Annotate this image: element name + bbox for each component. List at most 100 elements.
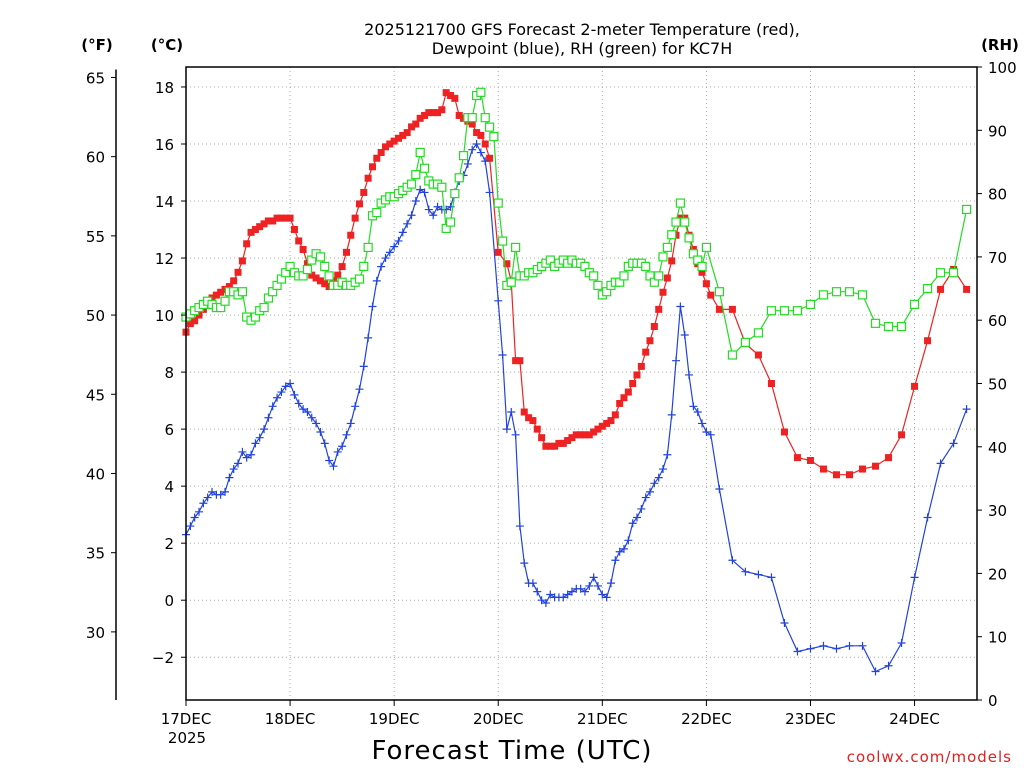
dewpoint-point xyxy=(936,459,945,468)
dewpoint-point xyxy=(199,499,208,508)
dewpoint-point xyxy=(424,205,433,214)
temperature-point xyxy=(421,111,429,119)
relative-humidity-series xyxy=(181,87,972,360)
temperature-point xyxy=(334,271,342,279)
temperature-point xyxy=(251,226,259,234)
temperature-point xyxy=(225,283,233,291)
dewpoint-point xyxy=(476,148,485,157)
relative-humidity-point xyxy=(458,151,469,161)
dewpoint-point xyxy=(463,159,472,168)
relative-humidity-point xyxy=(844,287,855,297)
temperature-point xyxy=(715,305,723,313)
dewpoint-point xyxy=(294,399,303,408)
temperature-point xyxy=(364,174,372,182)
rh-tick-label: 90 xyxy=(988,122,1007,140)
dewpoint-point xyxy=(329,462,338,471)
dewpoint-point xyxy=(619,544,628,553)
temperature-point xyxy=(473,129,481,137)
temperature-point xyxy=(555,439,563,447)
temperature-point xyxy=(924,337,932,345)
dewpoint-point xyxy=(481,157,490,166)
dewpoint-point xyxy=(515,522,524,531)
dewpoint-point xyxy=(576,584,585,593)
celsius-tick-label: 4 xyxy=(164,478,174,496)
dewpoint-point xyxy=(264,413,273,422)
dewpoint-point xyxy=(416,185,425,194)
relative-humidity-point xyxy=(450,189,460,199)
temperature-point xyxy=(256,223,264,231)
dewpoint-point xyxy=(338,442,347,451)
dewpoint-point xyxy=(277,388,286,397)
temperature-point xyxy=(212,291,220,299)
dewpoint-point xyxy=(394,236,403,245)
dewpoint-point xyxy=(507,408,516,417)
temperature-point xyxy=(585,431,593,439)
temperature-point xyxy=(234,268,242,276)
temperature-point xyxy=(937,285,945,293)
temperature-point xyxy=(269,217,277,225)
dewpoint-point xyxy=(624,536,633,545)
temperature-point xyxy=(819,465,827,473)
temperature-point xyxy=(767,380,775,387)
fahrenheit-tick-label: 30 xyxy=(86,624,105,642)
temperature-point xyxy=(316,277,324,285)
dewpoint-series xyxy=(182,139,971,676)
celsius-tick-label: 18 xyxy=(155,79,174,97)
dewpoint-point xyxy=(884,661,893,670)
dewpoint-point xyxy=(650,479,659,488)
dewpoint-point xyxy=(346,419,355,428)
x-year-label: 2025 xyxy=(168,729,206,747)
temperature-point xyxy=(525,414,533,422)
rh-tick-label: 10 xyxy=(988,629,1007,647)
dewpoint-point xyxy=(559,593,568,602)
dewpoint-point xyxy=(333,447,342,456)
x-tick-label: 22DEC xyxy=(681,710,732,728)
temperature-point xyxy=(698,268,706,276)
celsius-tick-label: 2 xyxy=(164,535,174,553)
x-tick-label: 19DEC xyxy=(369,710,420,728)
dewpoint-point xyxy=(645,487,654,496)
dewpoint-point xyxy=(663,450,672,459)
relative-humidity-point xyxy=(727,350,738,360)
celsius-tick-label: 6 xyxy=(164,421,174,439)
relative-humidity-point xyxy=(654,271,664,281)
dewpoint-point xyxy=(533,587,542,596)
temperature-point xyxy=(663,274,671,282)
dewpoint-point xyxy=(485,188,494,197)
temperature-point xyxy=(321,280,329,288)
dewpoint-point xyxy=(793,647,802,656)
relative-humidity-point xyxy=(641,261,651,271)
fahrenheit-tick-label: 35 xyxy=(86,545,105,563)
dewpoint-point xyxy=(325,456,334,465)
dewpoint-point xyxy=(494,296,503,305)
temperature-point xyxy=(885,454,893,462)
relative-humidity-point xyxy=(619,271,629,281)
x-tick-label: 24DEC xyxy=(889,710,940,728)
dewpoint-point xyxy=(702,427,711,436)
dewpoint-point xyxy=(949,439,958,448)
dewpoint-point xyxy=(537,596,546,605)
temperature-point xyxy=(425,109,433,117)
temperature-point xyxy=(429,109,437,117)
celsius-tick-label: 0 xyxy=(164,592,174,610)
relative-humidity-point xyxy=(484,122,495,132)
temperature-point xyxy=(481,140,489,148)
temperature-point xyxy=(754,351,762,359)
temperature-point xyxy=(243,240,251,248)
temperature-point xyxy=(564,437,572,445)
relative-humidity-point xyxy=(363,242,373,253)
temperature-point xyxy=(963,285,971,293)
source-credit: coolwx.com/models xyxy=(847,748,1012,766)
relative-humidity-point xyxy=(792,306,803,316)
dewpoint-point xyxy=(637,504,646,513)
temperature-point xyxy=(486,154,494,162)
relative-humidity-point xyxy=(493,198,503,208)
relative-humidity-point xyxy=(740,337,751,347)
dewpoint-point xyxy=(190,513,199,522)
dewpoint-point xyxy=(234,459,243,468)
temperature-point xyxy=(620,394,628,402)
relative-humidity-point xyxy=(589,271,599,281)
temperature-point xyxy=(542,442,550,450)
x-tick-label: 17DEC xyxy=(161,710,212,728)
dewpoint-point xyxy=(442,205,451,214)
